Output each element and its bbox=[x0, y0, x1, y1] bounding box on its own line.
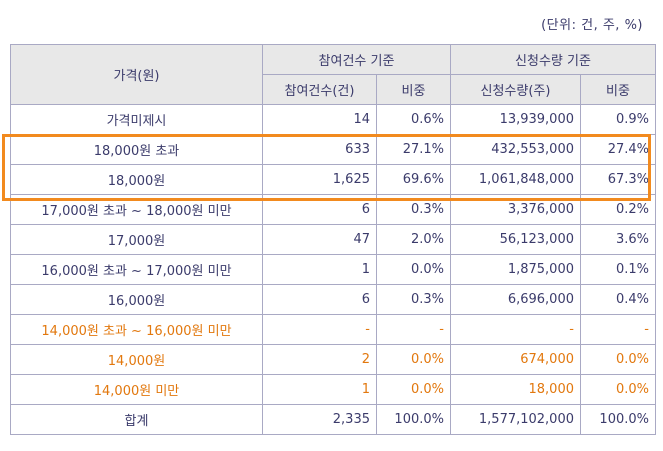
row-count-pct: - bbox=[376, 314, 451, 345]
row-qty: 432,553,000 bbox=[450, 134, 581, 165]
row-label: 가격미제시 bbox=[10, 104, 263, 135]
row-count: 1,625 bbox=[262, 164, 377, 195]
row-label: 18,000원 bbox=[10, 164, 263, 195]
row-qty: 13,939,000 bbox=[450, 104, 581, 135]
row-qty-pct: 100.0% bbox=[580, 404, 656, 435]
row-qty-pct: - bbox=[580, 314, 656, 345]
row-qty-pct: 27.4% bbox=[580, 134, 656, 165]
row-qty: 18,000 bbox=[450, 374, 581, 405]
table-row: 18,000원 1,625 69.6% 1,061,848,000 67.3% bbox=[10, 164, 656, 195]
table-row: 합계 2,335 100.0% 1,577,102,000 100.0% bbox=[10, 404, 656, 435]
row-label: 14,000원 bbox=[10, 344, 263, 375]
row-count-pct: 0.0% bbox=[376, 344, 451, 375]
header-qty-group: 신청수량 기준 bbox=[450, 44, 656, 75]
row-count: 2,335 bbox=[262, 404, 377, 435]
row-label: 14,000원 미만 bbox=[10, 374, 263, 405]
row-qty-pct: 0.1% bbox=[580, 254, 656, 285]
row-qty-pct: 0.0% bbox=[580, 374, 656, 405]
row-qty-pct: 0.4% bbox=[580, 284, 656, 315]
row-qty: - bbox=[450, 314, 581, 345]
row-label: 합계 bbox=[10, 404, 263, 435]
row-label: 17,000원 bbox=[10, 224, 263, 255]
price-distribution-table: 가격(원) 참여건수 기준 신청수량 기준 참여건수(건) 비중 신청수량(주)… bbox=[10, 44, 656, 435]
row-count-pct: 0.6% bbox=[376, 104, 451, 135]
row-qty-pct: 0.2% bbox=[580, 194, 656, 225]
row-count: 1 bbox=[262, 374, 377, 405]
row-count-pct: 0.3% bbox=[376, 284, 451, 315]
row-count: 633 bbox=[262, 134, 377, 165]
row-count: 6 bbox=[262, 284, 377, 315]
row-qty: 3,376,000 bbox=[450, 194, 581, 225]
row-label: 18,000원 초과 bbox=[10, 134, 263, 165]
row-qty-pct: 67.3% bbox=[580, 164, 656, 195]
row-count-pct: 27.1% bbox=[376, 134, 451, 165]
row-qty: 6,696,000 bbox=[450, 284, 581, 315]
table-row: 18,000원 초과 633 27.1% 432,553,000 27.4% bbox=[10, 134, 656, 165]
row-qty-pct: 0.0% bbox=[580, 344, 656, 375]
header-count: 참여건수(건) bbox=[262, 74, 377, 105]
row-count-pct: 0.0% bbox=[376, 254, 451, 285]
table-row: 16,000원 초과 ~ 17,000원 미만 1 0.0% 1,875,000 0.1… bbox=[10, 254, 656, 285]
row-count-pct: 0.0% bbox=[376, 374, 451, 405]
header-price: 가격(원) bbox=[10, 44, 263, 105]
row-qty-pct: 0.9% bbox=[580, 104, 656, 135]
table-row: 가격미제시 14 0.6% 13,939,000 0.9% bbox=[10, 104, 656, 135]
unit-note: (단위: 건, 주, %) bbox=[541, 18, 643, 33]
row-count: 14 bbox=[262, 104, 377, 135]
table-row: 17,000원 47 2.0% 56,123,000 3.6% bbox=[10, 224, 656, 255]
header-qty-pct: 비중 bbox=[580, 74, 656, 105]
header-qty: 신청수량(주) bbox=[450, 74, 581, 105]
row-qty: 674,000 bbox=[450, 344, 581, 375]
row-count-pct: 100.0% bbox=[376, 404, 451, 435]
table-row: 14,000원 2 0.0% 674,000 0.0% bbox=[10, 344, 656, 375]
row-label: 16,000원 초과 ~ 17,000원 미만 bbox=[10, 254, 263, 285]
row-label: 16,000원 bbox=[10, 284, 263, 315]
table-row: 14,000원 초과 ~ 16,000원 미만 - - - - bbox=[10, 314, 656, 345]
row-qty: 56,123,000 bbox=[450, 224, 581, 255]
row-label: 17,000원 초과 ~ 18,000원 미만 bbox=[10, 194, 263, 225]
table-row: 14,000원 미만 1 0.0% 18,000 0.0% bbox=[10, 374, 656, 405]
header-count-group: 참여건수 기준 bbox=[262, 44, 451, 75]
row-qty: 1,577,102,000 bbox=[450, 404, 581, 435]
table-row: 17,000원 초과 ~ 18,000원 미만 6 0.3% 3,376,000 0.2… bbox=[10, 194, 656, 225]
row-label: 14,000원 초과 ~ 16,000원 미만 bbox=[10, 314, 263, 345]
row-count: 6 bbox=[262, 194, 377, 225]
row-count-pct: 2.0% bbox=[376, 224, 451, 255]
row-count: 47 bbox=[262, 224, 377, 255]
row-qty: 1,875,000 bbox=[450, 254, 581, 285]
row-qty-pct: 3.6% bbox=[580, 224, 656, 255]
header-count-pct: 비중 bbox=[376, 74, 451, 105]
row-count-pct: 69.6% bbox=[376, 164, 451, 195]
row-count: - bbox=[262, 314, 377, 345]
row-count-pct: 0.3% bbox=[376, 194, 451, 225]
row-qty: 1,061,848,000 bbox=[450, 164, 581, 195]
row-count: 2 bbox=[262, 344, 377, 375]
table-row: 16,000원 6 0.3% 6,696,000 0.4% bbox=[10, 284, 656, 315]
row-count: 1 bbox=[262, 254, 377, 285]
